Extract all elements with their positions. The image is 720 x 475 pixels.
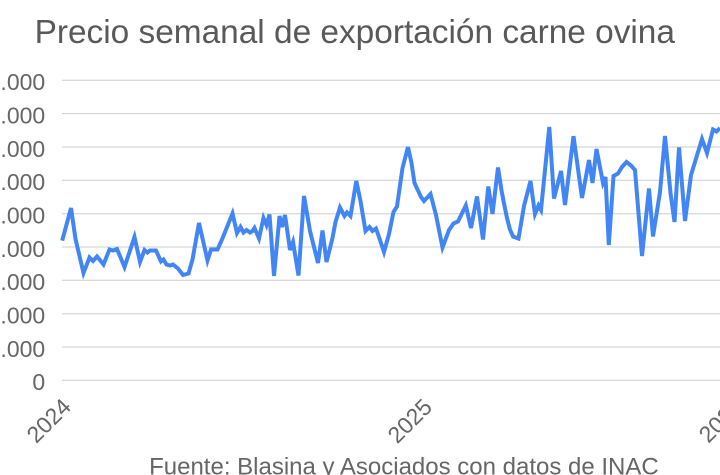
svg-text:8.000: 8.000 bbox=[0, 102, 45, 128]
svg-text:1.000: 1.000 bbox=[0, 336, 45, 362]
svg-text:9.000: 9.000 bbox=[0, 69, 45, 95]
svg-text:4.000: 4.000 bbox=[0, 236, 45, 262]
svg-text:2.000: 2.000 bbox=[0, 303, 45, 329]
svg-text:Precio semanal de exportación: Precio semanal de exportación carne ovin… bbox=[35, 14, 676, 51]
svg-text:6.000: 6.000 bbox=[0, 169, 45, 195]
svg-text:3.000: 3.000 bbox=[0, 269, 45, 295]
svg-text:5.000: 5.000 bbox=[0, 203, 45, 229]
svg-text:7.000: 7.000 bbox=[0, 136, 45, 162]
svg-text:Fuente: Blasina y Asociados co: Fuente: Blasina y Asociados con datos de… bbox=[149, 454, 659, 475]
svg-text:0: 0 bbox=[32, 369, 45, 395]
